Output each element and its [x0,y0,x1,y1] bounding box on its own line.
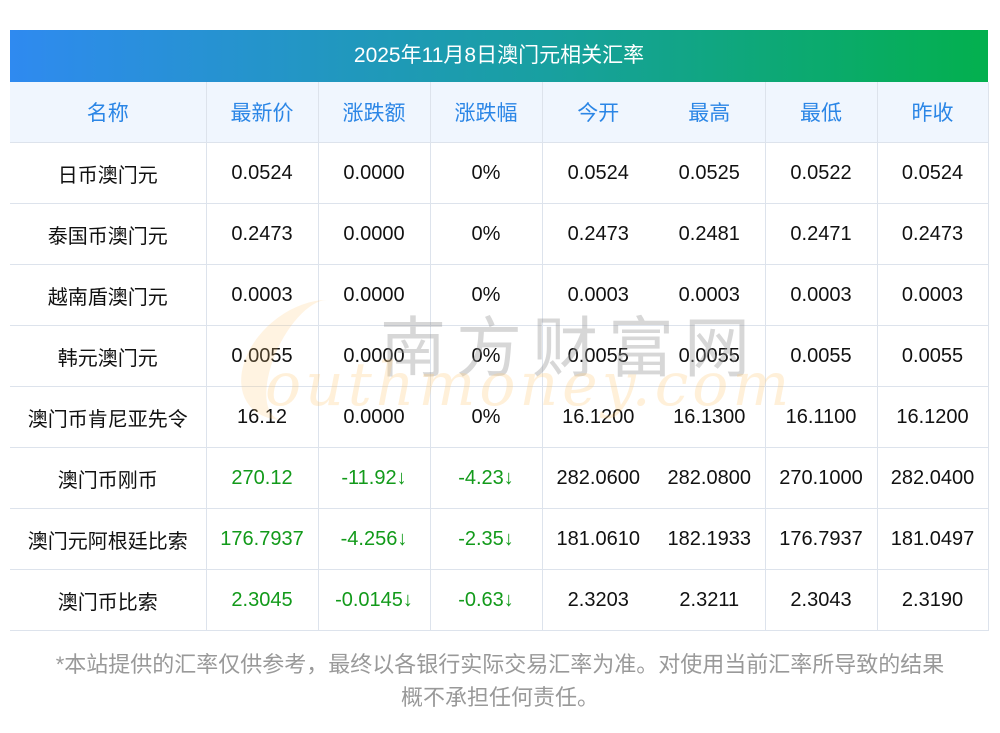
cell-low: 0.2471 [764,203,878,265]
cell-name: 越南盾澳门元 [10,264,207,326]
rate-table-container: 2025年11月8日澳门元相关汇率 名称 最新价 涨跌额 涨跌幅 今开 最高 最低 昨收 日币… [10,30,989,631]
cell-name: 泰国币澳门元 [10,203,207,265]
table-row: 澳门币肯尼亚先令 16.12 0.0000 0% 16.1200 16.1300 16.11… [10,386,989,448]
cell-prev: 2.3190 [876,569,989,631]
cell-low: 270.1000 [764,447,878,509]
cell-latest: 270.12 [205,447,319,509]
cell-prev: 282.0400 [876,447,989,509]
cell-pct: 0% [429,386,543,448]
cell-latest: 0.0524 [205,142,319,204]
cell-change: 0.0000 [317,325,431,387]
cell-change: 0.0000 [317,142,431,204]
cell-latest: 16.12 [205,386,319,448]
disclaimer-line-1: *本站提供的汇率仅供参考，最终以各银行实际交易汇率为准。对使用当前汇率所导致的结… [55,652,945,677]
cell-prev: 181.0497 [876,508,989,570]
cell-low: 0.0055 [764,325,878,387]
cell-name: 日币澳门元 [10,142,207,204]
cell-change: 0.0000 [317,203,431,265]
cell-pct: 0% [429,264,543,326]
cell-name: 韩元澳门元 [10,325,207,387]
cell-pct: -4.23↓ [429,447,543,509]
cell-prev: 0.0055 [876,325,989,387]
table-title: 2025年11月8日澳门元相关汇率 [10,30,988,82]
cell-high: 282.0800 [654,447,766,509]
cell-low: 176.7937 [764,508,878,570]
table-row: 澳门元阿根廷比索 176.7937 -4.256↓ -2.35↓ 181.0610 182… [10,508,989,570]
table-row: 泰国币澳门元 0.2473 0.0000 0% 0.2473 0.2481 0.2471 0.… [10,203,989,265]
cell-change: -11.92↓ [317,447,431,509]
cell-open: 0.2473 [541,203,654,265]
cell-pct: -0.63↓ [429,569,543,631]
cell-high: 0.0055 [654,325,766,387]
cell-latest: 176.7937 [205,508,319,570]
cell-low: 2.3043 [764,569,878,631]
cell-prev: 16.1200 [876,386,989,448]
cell-latest: 0.0055 [205,325,319,387]
cell-open: 2.3203 [541,569,654,631]
cell-prev: 0.0003 [876,264,989,326]
disclaimer-line-2: 概不承担任何责任。 [400,685,599,710]
column-header: 最高 [654,82,766,143]
cell-change: -4.256↓ [317,508,431,570]
cell-high: 2.3211 [654,569,766,631]
column-header: 最新价 [205,82,319,143]
cell-open: 0.0055 [541,325,654,387]
disclaimer: *本站提供的汇率仅供参考，最终以各银行实际交易汇率为准。对使用当前汇率所导致的结… [10,648,990,714]
column-header: 昨收 [876,82,989,143]
cell-open: 16.1200 [541,386,654,448]
cell-open: 0.0524 [541,142,654,204]
column-header: 名称 [10,82,207,143]
cell-high: 16.1300 [654,386,766,448]
cell-low: 16.1100 [764,386,878,448]
cell-pct: 0% [429,325,543,387]
cell-high: 0.0003 [654,264,766,326]
cell-pct: 0% [429,142,543,204]
cell-high: 0.2481 [654,203,766,265]
cell-prev: 0.0524 [876,142,989,204]
cell-latest: 0.2473 [205,203,319,265]
cell-open: 282.0600 [541,447,654,509]
column-header: 涨跌额 [317,82,431,143]
cell-pct: 0% [429,203,543,265]
cell-name: 澳门币刚币 [10,447,207,509]
cell-low: 0.0003 [764,264,878,326]
cell-open: 181.0610 [541,508,654,570]
cell-open: 0.0003 [541,264,654,326]
cell-change: -0.0145↓ [317,569,431,631]
cell-low: 0.0522 [764,142,878,204]
table-row: 日币澳门元 0.0524 0.0000 0% 0.0524 0.0525 0.0522 0.0… [10,142,989,204]
header-row: 名称 最新价 涨跌额 涨跌幅 今开 最高 最低 昨收 [10,82,989,143]
cell-name: 澳门元阿根廷比索 [10,508,207,570]
cell-pct: -2.35↓ [429,508,543,570]
cell-high: 182.1933 [654,508,766,570]
column-header: 最低 [764,82,878,143]
cell-latest: 0.0003 [205,264,319,326]
table-row: 越南盾澳门元 0.0003 0.0000 0% 0.0003 0.0003 0.0003 0.… [10,264,989,326]
table-row: 韩元澳门元 0.0055 0.0000 0% 0.0055 0.0055 0.0055 0.0… [10,325,989,387]
cell-high: 0.0525 [654,142,766,204]
cell-change: 0.0000 [317,264,431,326]
cell-prev: 0.2473 [876,203,989,265]
cell-latest: 2.3045 [205,569,319,631]
cell-name: 澳门币肯尼亚先令 [10,386,207,448]
column-header: 涨跌幅 [429,82,543,143]
cell-change: 0.0000 [317,386,431,448]
exchange-rate-table: 名称 最新价 涨跌额 涨跌幅 今开 最高 最低 昨收 日币澳门元 0.0524 0.0000 0% 0… [10,82,989,631]
table-row: 澳门币比索 2.3045 -0.0145↓ -0.63↓ 2.3203 2.3211 2.3… [10,569,989,631]
column-header: 今开 [541,82,654,143]
table-row: 澳门币刚币 270.12 -11.92↓ -4.23↓ 282.0600 282.0800… [10,447,989,509]
cell-name: 澳门币比索 [10,569,207,631]
